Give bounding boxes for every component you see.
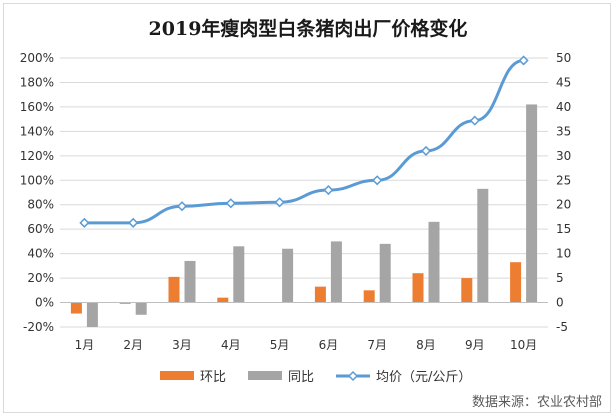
price-line — [84, 58, 524, 225]
y-left-tick-label: 140% — [20, 124, 54, 138]
y-right-tick-label: 5 — [556, 271, 564, 285]
y-left-tick-label: 20% — [27, 271, 54, 285]
price-point — [79, 217, 90, 228]
x-tick-label: 8月 — [416, 338, 436, 352]
bars-layer — [70, 104, 538, 327]
x-tick-label: 10月 — [510, 338, 537, 352]
price-point — [372, 175, 383, 186]
chart-title: 2019年瘦肉型白条猪肉出厂价格变化 — [148, 18, 468, 40]
y-left-tick-label: -20% — [23, 320, 54, 334]
x-tick-label: 6月 — [319, 338, 339, 352]
x-tick-label: 9月 — [465, 338, 485, 352]
bar — [330, 241, 342, 303]
bar — [461, 278, 473, 303]
bar — [282, 248, 294, 303]
y-right-tick-label: 0 — [556, 296, 564, 310]
x-tick-label: 4月 — [221, 338, 241, 352]
legend-label: 环比 — [200, 370, 226, 385]
bar — [70, 302, 82, 314]
bar — [477, 188, 489, 303]
bar — [363, 290, 375, 303]
y-left-tick-label: 100% — [20, 173, 54, 187]
legend-label: 同比 — [288, 370, 314, 385]
legend-swatch — [248, 371, 282, 380]
y-left-tick-label: 80% — [27, 198, 54, 212]
x-tick-label: 1月 — [75, 338, 95, 352]
y-right-tick-label: -5 — [556, 320, 568, 334]
line-layer — [79, 55, 529, 228]
x-tick-label: 5月 — [270, 338, 290, 352]
y-right-tick-label: 15 — [556, 222, 571, 236]
legend-marker — [347, 370, 359, 382]
bar — [119, 302, 131, 304]
x-tick-label: 7月 — [367, 338, 387, 352]
legend-swatch — [160, 371, 194, 380]
grid-layer — [60, 57, 548, 328]
y-right-tick-label: 45 — [556, 75, 571, 89]
y-left-tick-label: 120% — [20, 149, 54, 163]
price-point — [128, 217, 139, 228]
y-right-tick-label: 40 — [556, 100, 571, 114]
bar — [86, 302, 98, 327]
y-left-tick-label: 200% — [20, 51, 54, 65]
bar — [135, 302, 147, 315]
price-point — [176, 201, 188, 212]
x-tick-label: 2月 — [123, 338, 143, 352]
bar — [233, 246, 245, 303]
y-left-tick-label: 180% — [20, 75, 54, 89]
price-point — [323, 184, 334, 196]
axis-layer: -20% 0% 20% 40% 60% 80% 100% 120% 140% 160% 180% 20… — [20, 51, 572, 352]
y-right-tick-label: 25 — [556, 173, 571, 187]
price-point — [469, 115, 480, 126]
source-note: 数据来源：农业农村部 — [471, 395, 602, 410]
bar — [314, 286, 326, 303]
bar — [428, 221, 440, 303]
y-right-tick-label: 20 — [556, 198, 571, 212]
y-right-tick-label: 50 — [556, 51, 571, 65]
price-point — [225, 198, 236, 209]
y-left-tick-label: 40% — [27, 247, 54, 261]
price-point — [274, 197, 285, 208]
legend-label: 均价（元/公斤） — [376, 370, 471, 385]
legend: 环比 同比 均价（元/公斤） — [160, 370, 471, 385]
y-right-tick-label: 10 — [556, 247, 571, 261]
bar — [168, 276, 180, 303]
x-tick-label: 3月 — [172, 338, 192, 352]
price-point — [518, 55, 529, 66]
y-left-tick-label: 160% — [20, 100, 54, 114]
y-right-tick-label: 30 — [556, 149, 571, 163]
y-left-tick-label: 60% — [27, 222, 54, 236]
bar — [184, 260, 196, 303]
y-left-tick-label: 0% — [35, 296, 54, 310]
price-point — [420, 145, 432, 156]
y-right-tick-label: 35 — [556, 124, 571, 138]
bar — [526, 104, 538, 303]
bar — [217, 297, 229, 303]
bar — [510, 262, 522, 303]
bar — [379, 243, 391, 303]
bar — [412, 273, 424, 303]
